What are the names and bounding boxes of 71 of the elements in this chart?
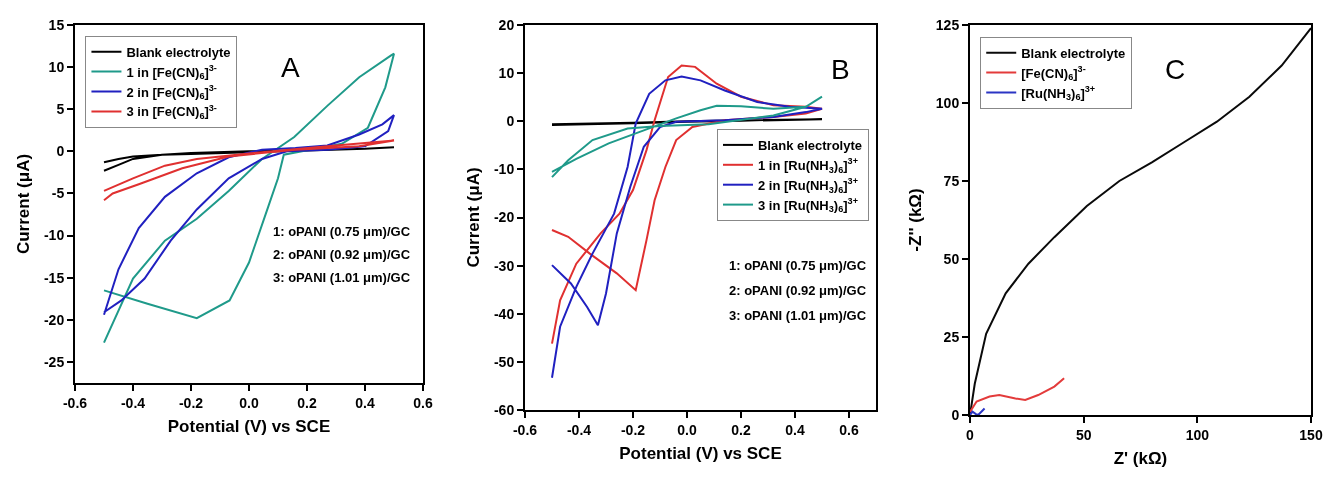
x-axis-title: Potential (V) vs SCE — [167, 416, 331, 436]
annotation: 1: oPANI (0.75 μm)/GC — [729, 258, 867, 273]
legend-label: Blank electrolyte — [1021, 45, 1126, 61]
x-tick-label: 0.0 — [677, 421, 697, 438]
annotation: 1: oPANI (0.75 μm)/GC — [273, 224, 411, 239]
x-tick-label: 100 — [1185, 426, 1210, 443]
legend-label: [Ru(NH$_{3}$)$_{6}$]$^{3+}$ — [1021, 84, 1096, 103]
y-tick-label: 15 — [48, 16, 65, 33]
x-tick-label: 0.4 — [785, 421, 805, 438]
legend-label: 1 in [Ru(NH$_{3}$)$_{6}$]$^{3+}$ — [757, 156, 858, 175]
legend-label: 3 in [Ru(NH$_{3}$)$_{6}$]$^{3+}$ — [757, 196, 858, 215]
y-axis-title: Current (μA) — [14, 153, 34, 255]
x-tick-label: -0.4 — [120, 394, 146, 411]
legend-label: Blank electrolyte — [126, 44, 231, 60]
y-tick-label: 0 — [951, 406, 960, 423]
y-tick-label: -25 — [43, 353, 65, 370]
y-axis-title: Current (μA) — [464, 167, 484, 268]
x-tick-label: 0.6 — [839, 421, 859, 438]
y-tick-label: -50 — [493, 353, 515, 370]
y-tick-label: -5 — [51, 185, 65, 202]
x-tick-label: 0.4 — [355, 394, 375, 411]
y-tick-label: -60 — [493, 401, 515, 418]
x-axis-title: Z' (kΩ) — [1113, 448, 1168, 468]
x-tick-label: 0 — [966, 426, 975, 443]
legend-label: 2 in [Fe(CN)$_{6}$]$^{3-}$ — [126, 83, 217, 102]
line-series — [103, 139, 395, 202]
y-tick-label: -20 — [493, 209, 515, 226]
y-tick-label: 10 — [48, 59, 65, 76]
y-tick-label: 0 — [56, 143, 65, 160]
y-tick-label: -20 — [43, 311, 65, 328]
legend-label: [Fe(CN)$_{6}$]$^{3-}$ — [1021, 64, 1086, 83]
legend-label: 3 in [Fe(CN)$_{6}$]$^{3-}$ — [126, 103, 217, 122]
annotation: A — [281, 52, 300, 83]
line-series — [970, 407, 986, 415]
y-tick-label: 75 — [943, 172, 960, 189]
y-tick-label: -15 — [43, 269, 65, 286]
annotation: 2: oPANI (0.92 μm)/GC — [273, 247, 411, 262]
y-axis-title: -Z'' (kΩ) — [905, 188, 925, 252]
annotation: B — [831, 54, 850, 85]
y-tick-label: 25 — [943, 328, 960, 345]
x-tick-label: -0.2 — [620, 421, 646, 438]
x-tick-label: -0.6 — [512, 421, 538, 438]
line-series — [970, 377, 1066, 413]
x-tick-label: 0.2 — [731, 421, 751, 438]
y-tick-label: 0 — [506, 113, 515, 130]
y-tick-label: 10 — [498, 65, 515, 82]
annotation: 3: oPANI (1.01 μm)/GC — [729, 308, 867, 323]
y-tick-label: -30 — [493, 257, 515, 274]
annotation: C — [1165, 54, 1186, 85]
x-axis-title: Potential (V) vs SCE — [619, 443, 782, 463]
y-tick-label: -10 — [43, 227, 65, 244]
x-tick-label: 150 — [1299, 426, 1323, 443]
y-tick-label: -40 — [493, 305, 515, 322]
y-tick-label: 50 — [943, 250, 960, 267]
x-tick-label: 0.6 — [413, 394, 433, 411]
annotation: 3: oPANI (1.01 μm)/GC — [273, 270, 411, 285]
legend-label: 2 in [Ru(NH$_{3}$)$_{6}$]$^{3+}$ — [757, 176, 858, 195]
legend-label: 1 in [Fe(CN)$_{6}$]$^{3-}$ — [126, 63, 217, 82]
x-tick-label: 0.0 — [239, 394, 259, 411]
x-tick-label: -0.2 — [178, 394, 204, 411]
y-tick-label: 20 — [498, 16, 515, 33]
y-tick-label: 100 — [935, 94, 960, 111]
x-tick-label: -0.4 — [566, 421, 592, 438]
y-tick-label: 5 — [56, 101, 65, 118]
x-tick-label: -0.6 — [62, 394, 88, 411]
y-tick-label: 125 — [935, 16, 960, 33]
x-tick-label: 0.2 — [297, 394, 317, 411]
y-tick-label: -10 — [493, 161, 515, 178]
legend-label: Blank electrolyte — [757, 137, 863, 153]
annotation: 2: oPANI (0.92 μm)/GC — [729, 283, 867, 298]
x-tick-label: 50 — [1075, 426, 1092, 443]
